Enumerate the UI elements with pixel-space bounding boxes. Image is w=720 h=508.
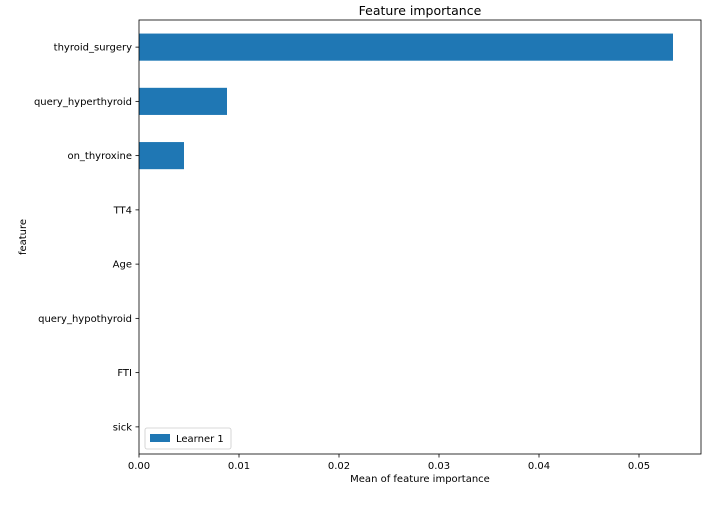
bar-query-hyperthyroid (139, 87, 227, 115)
y-tick-label-tt4: TT4 (113, 205, 132, 216)
y-tick-label-query-hyperthyroid: query_hyperthyroid (34, 97, 132, 108)
y-axis-label: feature (18, 219, 29, 255)
bar-thyroid-surgery (139, 33, 673, 61)
x-tick-label-0: 0.00 (128, 461, 150, 472)
x-tick-label-5: 0.05 (628, 461, 650, 472)
y-tick-label-on-thyroxine: on_thyroxine (67, 151, 132, 162)
x-tick-label-2: 0.02 (328, 461, 350, 472)
bar-on-thyroxine (139, 142, 184, 170)
x-axis-label: Mean of feature importance (350, 474, 490, 485)
legend-swatch-learner-1 (150, 434, 170, 442)
legend-frame (144, 427, 232, 450)
y-tick-label-age: Age (113, 260, 132, 271)
legend: Learner 1 (144, 427, 232, 450)
y-tick-label-query-hypothyroid: query_hypothyroid (38, 314, 132, 325)
x-tick-label-4: 0.04 (528, 461, 550, 472)
bars-group (139, 33, 673, 170)
chart-title: Feature importance (359, 3, 482, 18)
x-tick-label-3: 0.03 (428, 461, 450, 472)
y-axis: thyroid_surgery query_hyperthyroid on_thyr… (34, 43, 139, 433)
y-tick-label-thyroid-surgery: thyroid_surgery (54, 43, 132, 54)
x-axis: 0.00 0.01 0.02 0.03 0.04 0.05 (128, 454, 650, 472)
legend-label-learner-1: Learner 1 (176, 434, 224, 445)
y-tick-label-sick: sick (113, 422, 132, 433)
plot-frame (138, 19, 702, 455)
x-tick-label-1: 0.01 (228, 461, 250, 472)
y-tick-label-fti: FTI (117, 368, 132, 379)
